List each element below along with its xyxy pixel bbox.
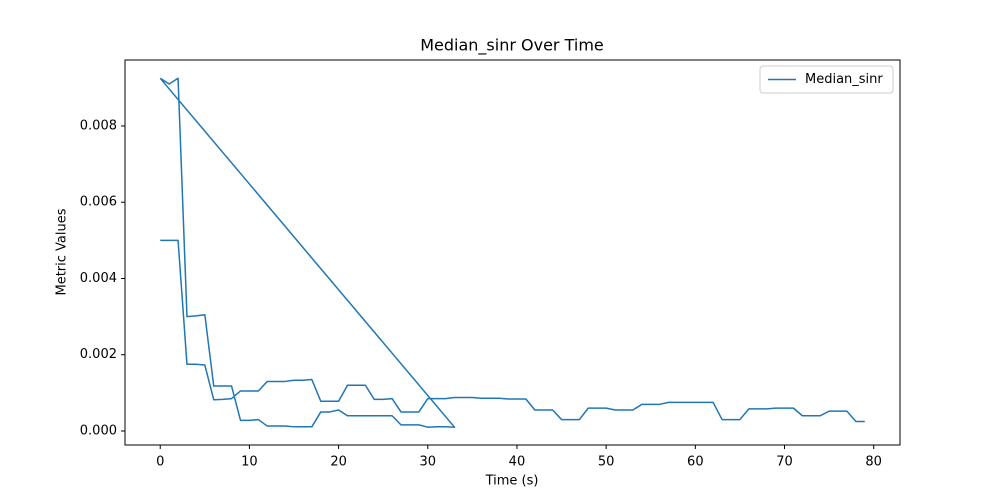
x-tick-label: 80 — [865, 455, 882, 470]
chart-title: Median_sinr Over Time — [420, 36, 604, 56]
y-tick-label: 0.006 — [80, 195, 117, 210]
axes-frame — [124, 59, 901, 446]
y-tick-label: 0.008 — [80, 118, 117, 133]
x-tick-label: 40 — [509, 455, 526, 470]
x-tick-label: 30 — [420, 455, 437, 470]
x-tick-label: 0 — [156, 455, 164, 470]
x-tick-label: 10 — [241, 455, 258, 470]
legend-label: Median_sinr — [805, 72, 883, 87]
x-tick-label: 50 — [598, 455, 615, 470]
x-axis-label: Time (s) — [485, 474, 539, 489]
y-tick-label: 0.004 — [80, 271, 117, 286]
y-tick-label: 0.000 — [80, 424, 117, 439]
legend-box — [759, 65, 894, 94]
x-tick-label: 20 — [330, 455, 347, 470]
y-axis-label: Metric Values — [55, 208, 70, 295]
x-tick-label: 70 — [776, 455, 793, 470]
data-line — [159, 77, 865, 428]
y-tick-label: 0.002 — [80, 347, 117, 362]
x-tick-label: 60 — [687, 455, 704, 470]
